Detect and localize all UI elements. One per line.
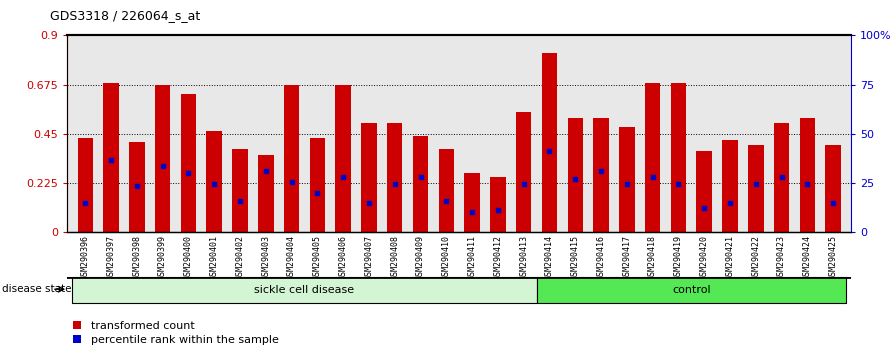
Bar [799, 118, 815, 232]
Text: disease state: disease state [2, 284, 72, 294]
Bar [258, 155, 273, 232]
Bar [438, 149, 454, 232]
Bar [181, 95, 196, 232]
Bar [387, 123, 402, 232]
Text: control: control [672, 285, 711, 295]
Bar [748, 144, 763, 232]
Bar [284, 85, 299, 232]
Bar [516, 112, 531, 232]
Bar [542, 53, 557, 232]
Bar [129, 142, 144, 232]
Bar [310, 138, 325, 232]
Legend: transformed count, percentile rank within the sample: transformed count, percentile rank withi… [73, 321, 279, 345]
Bar [825, 144, 840, 232]
Bar [645, 84, 660, 232]
Bar [537, 277, 846, 303]
Bar [232, 149, 247, 232]
Bar [567, 118, 583, 232]
Bar [774, 123, 789, 232]
Bar [413, 136, 428, 232]
Text: GDS3318 / 226064_s_at: GDS3318 / 226064_s_at [50, 9, 201, 22]
Bar [722, 140, 737, 232]
Bar [73, 277, 537, 303]
Text: sickle cell disease: sickle cell disease [254, 285, 355, 295]
Bar [696, 151, 712, 232]
Bar [335, 85, 351, 232]
Bar [490, 177, 505, 232]
Bar [155, 85, 170, 232]
Bar [78, 138, 93, 232]
Bar [361, 123, 376, 232]
Bar [103, 84, 119, 232]
Bar [671, 84, 686, 232]
Bar [593, 118, 608, 232]
Bar [206, 131, 222, 232]
Bar [619, 127, 634, 232]
Bar [464, 173, 480, 232]
